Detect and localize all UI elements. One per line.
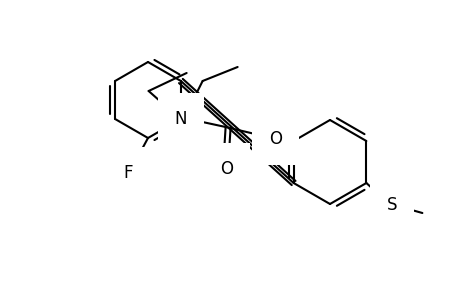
Text: S: S	[386, 196, 397, 214]
Text: F: F	[123, 164, 133, 182]
Text: O: O	[269, 130, 281, 148]
Text: N: N	[174, 110, 186, 128]
Text: O: O	[220, 160, 233, 178]
